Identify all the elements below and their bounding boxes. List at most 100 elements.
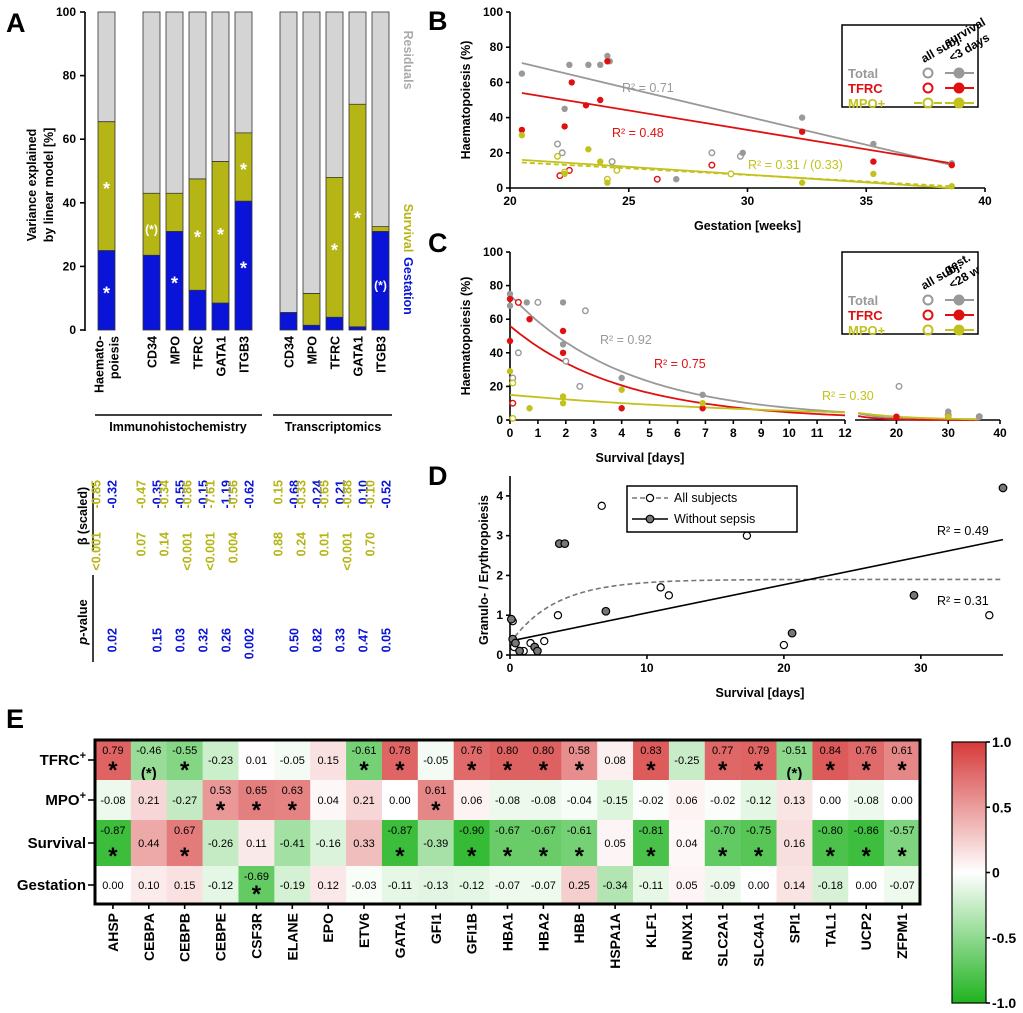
heatmap-cell-value: -0.11 (388, 880, 412, 892)
panel-b-xtick-label: 20 (503, 194, 517, 208)
colorbar (951, 741, 987, 1004)
panel-d-point-all-subjects (742, 531, 752, 540)
heatmap-cell-value: 0.00 (102, 880, 123, 892)
panel-d-point-without-sepsis (998, 483, 1008, 493)
heatmap-col-label: CEBPB (177, 913, 193, 962)
panel-a-sig-survival: * (217, 225, 224, 245)
heatmap-cell-star: * (467, 843, 477, 870)
heatmap-col-label: ETV6 (356, 913, 372, 948)
panel-a-beta-survival: -0.56 (227, 480, 241, 509)
panel-a-ytick-label: 40 (63, 196, 77, 210)
heatmap-cell-value: 0.63 (282, 785, 303, 797)
heatmap-cell (884, 780, 921, 820)
panel-a-bar-survival (349, 104, 366, 327)
panel-d-point-all-subjects (553, 611, 563, 620)
panel-d-xtick-label: 20 (777, 661, 791, 675)
panel-a-p-gestation: 0.50 (288, 628, 302, 652)
heatmap-cell-star: * (718, 843, 728, 870)
heatmap-cell (95, 866, 132, 904)
panel-c-xtick-label: 30 (942, 426, 956, 440)
panel-d-point-all-subjects (540, 636, 549, 646)
heatmap-cell-value: 0.33 (353, 838, 374, 850)
panel-a-bar-gestation (98, 250, 115, 330)
panel-b-point-total-filled (585, 61, 592, 68)
panel-b-point-mpo-filled (948, 183, 955, 190)
heatmap-cell-value: -0.69 (244, 871, 269, 883)
panel-c-r2-mpo: R² = 0.30 (822, 389, 874, 403)
panel-c-legend-filled-marker (953, 309, 965, 321)
panel-a-bar-survival (372, 226, 389, 232)
heatmap-cell (130, 866, 168, 904)
panel-d-fit-without-sepsis (509, 538, 1004, 642)
panel-c-point-tfrc-filled (893, 413, 900, 420)
heatmap-cell-star: * (646, 843, 656, 870)
heatmap-cell-value: 0.04 (676, 838, 697, 850)
heatmap-cell (166, 740, 203, 780)
panel-a-legend-residuals: Residuals (401, 30, 415, 89)
heatmap-cell (704, 780, 741, 820)
heatmap-cell-value: 0.00 (891, 795, 912, 807)
panel-a-bar-label: CD34 (283, 336, 297, 368)
panel-c-point-mpo-filled (699, 400, 706, 407)
panel-a-beta-survival: -0.65 (318, 480, 332, 509)
heatmap-cell-value: -0.57 (890, 825, 915, 837)
panel-label-b: B (428, 6, 448, 36)
heatmap-cell (238, 866, 275, 904)
panel-a-beta-survival: 0.15 (272, 480, 286, 504)
heatmap-cell (848, 866, 885, 904)
heatmap-cell (238, 740, 275, 780)
heatmap-cell-value: 0.06 (676, 795, 697, 807)
colorbar-tick-label: -1.0 (992, 995, 1016, 1011)
panel-c-xtick-label: 1 (535, 426, 542, 440)
panel-b-point-tfrc-filled (604, 58, 611, 65)
panel-a-bar-outline (165, 11, 184, 331)
panel-d-ylabel: Granulo- / Erythropoiesis (477, 495, 491, 645)
heatmap-cell (202, 866, 239, 904)
panel-c-xtick-label: 7 (702, 426, 709, 440)
heatmap-cell (525, 780, 562, 820)
panel-a-bar-residual (189, 12, 206, 179)
heatmap-cell-value: 0.11 (246, 838, 267, 850)
panel-b-ytick-label: 40 (490, 111, 504, 125)
panel-c-point-total-filled (699, 391, 706, 398)
heatmap-cell-value: -0.86 (854, 825, 879, 837)
panel-d-point-all-subjects (985, 611, 994, 620)
heatmap-cell-value: 0.00 (820, 795, 841, 807)
panel-c-point-total-filled (506, 302, 514, 309)
heatmap-cell-value: 0.15 (317, 755, 338, 767)
panel-label-d: D (428, 461, 448, 491)
heatmap-cell-value: 0.14 (784, 880, 805, 892)
panel-b-point-total-filled (597, 61, 604, 68)
heatmap-cell (238, 820, 275, 866)
panel-c-point-total-filled (976, 413, 983, 420)
panel-b-point-mpo-open (727, 170, 735, 178)
panel-a-beta-gestation: -0.35 (151, 480, 165, 509)
heatmap-cell-star: (*) (787, 765, 803, 782)
heatmap-cell (740, 740, 777, 780)
panel-d-legend-marker-all (645, 493, 655, 503)
panel-c-ytick-label: 100 (483, 245, 503, 259)
panel-b-point-mpo-open (554, 152, 562, 160)
panel-d-xlabel: Survival [days] (716, 686, 805, 700)
panel-a-sig-survival: * (331, 240, 338, 260)
heatmap-cell-star: * (108, 757, 118, 784)
panel-d-legend-marker-nosepsis (645, 514, 655, 524)
heatmap-cell (95, 820, 132, 866)
heatmap-cell (489, 866, 526, 904)
heatmap-cell-value: 0.76 (855, 745, 876, 757)
panel-a-legend-survival: Survival (401, 204, 415, 253)
panel-a-bar-survival (212, 161, 229, 303)
heatmap-cell (130, 820, 168, 866)
panel-d-fit-all-subjects (509, 578, 1003, 644)
panel-a-bar-chart: Variance explained by linear model [%] R… (25, 5, 415, 662)
heatmap-row-label-sup: + (80, 750, 86, 762)
heatmap-row-label: MPO+ (45, 790, 86, 809)
heatmap-col-label: GATA1 (392, 913, 408, 959)
panel-c-legend-box (841, 251, 979, 335)
heatmap-cell-star: * (252, 797, 262, 824)
heatmap-cell-value: -0.12 (459, 880, 484, 892)
panel-a-sig-gestation: * (103, 283, 110, 303)
